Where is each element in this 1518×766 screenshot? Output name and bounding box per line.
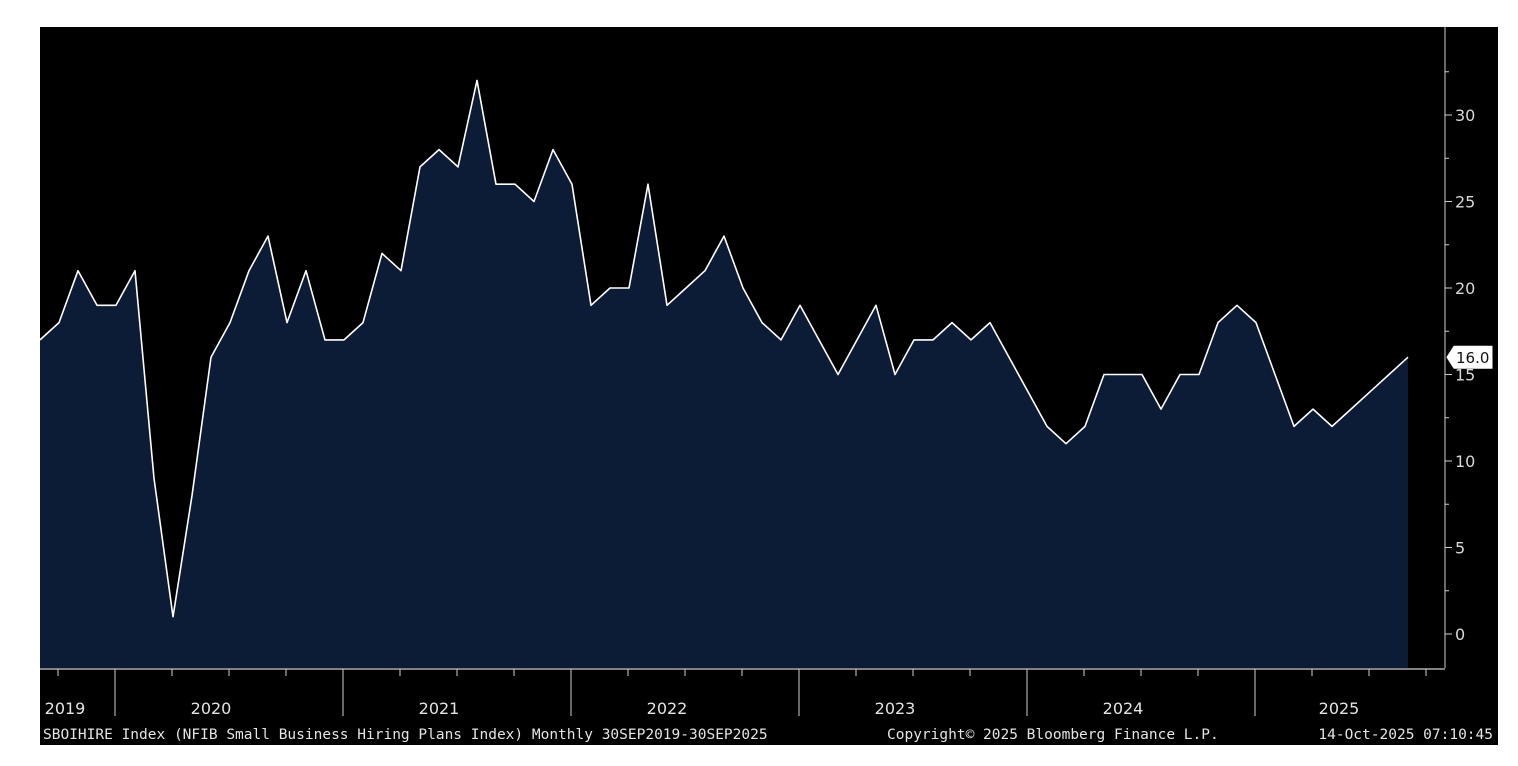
x-tick-label: 2019	[45, 699, 86, 718]
y-tick-label: 5	[1455, 539, 1465, 558]
y-tick-label: 20	[1455, 279, 1475, 298]
last-value-tag	[1446, 345, 1493, 369]
y-tick-label: 0	[1455, 625, 1465, 644]
footer-timestamp: 14-Oct-2025 07:10:45	[1318, 727, 1493, 743]
footer-description: SBOIHIRE Index (NFIB Small Business Hiri…	[43, 727, 768, 743]
x-tick-label: 2025	[1319, 699, 1360, 718]
series-area	[40, 80, 1408, 668]
line-layer	[39, 79, 1409, 618]
y-tick-label: 10	[1455, 452, 1475, 471]
y-tick-label: 30	[1455, 106, 1475, 125]
footer-copyright: Copyright© 2025 Bloomberg Finance L.P.	[887, 727, 1219, 743]
x-axis: 2019 2020 2021 2022 2023 2024 2025	[40, 668, 1445, 718]
last-value-label: 16.0	[1446, 345, 1493, 369]
y-tick-label: 15	[1455, 366, 1475, 385]
x-tick-label: 2021	[419, 699, 460, 718]
x-tick-label: 2020	[191, 699, 232, 718]
x-tick-label: 2024	[1103, 699, 1144, 718]
last-value-text: 16.0	[1456, 349, 1489, 367]
y-axis: 0 5 10 15 20 25 30	[1444, 27, 1475, 668]
x-tick-label: 2022	[647, 699, 688, 718]
footer: SBOIHIRE Index (NFIB Small Business Hiri…	[43, 727, 1493, 743]
x-tick-label: 2023	[875, 699, 916, 718]
area-layer	[40, 80, 1408, 668]
y-tick-label: 25	[1455, 193, 1475, 212]
